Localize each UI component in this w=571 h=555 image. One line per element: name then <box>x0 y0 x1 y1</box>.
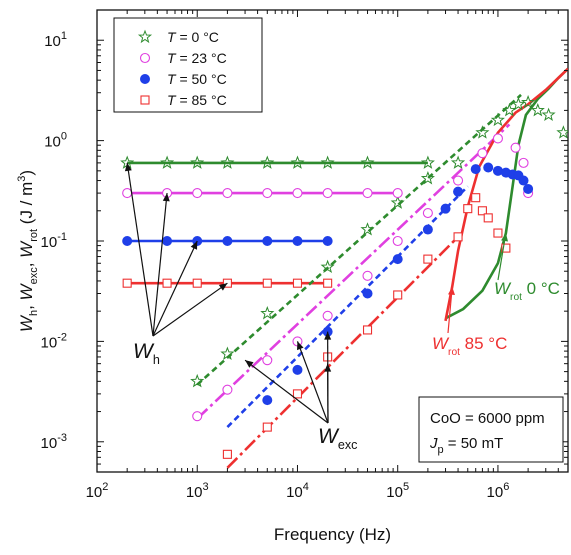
x-tick-label: 103 <box>186 481 209 501</box>
data-point-series-3 <box>424 255 432 263</box>
annotation-arrow <box>127 163 153 336</box>
data-point-series-3 <box>293 390 301 398</box>
data-point-series-3 <box>223 450 231 458</box>
data-point-series-1 <box>393 237 402 246</box>
legend-marker <box>141 96 149 104</box>
legend-entry-label: T = 23 °C <box>167 50 227 66</box>
annotation-label: Wrot 85 °C <box>432 334 507 358</box>
data-point-series-2 <box>484 163 493 172</box>
data-point-series-2 <box>519 176 528 185</box>
data-point-series-1 <box>393 189 402 198</box>
y-tick-label: 10-3 <box>41 432 67 452</box>
legend-entry-label: T = 50 °C <box>167 71 227 87</box>
x-axis-title: Frequency (Hz) <box>274 525 391 544</box>
data-point-series-1 <box>263 189 272 198</box>
data-point-series-2 <box>163 237 172 246</box>
y-tick-label: 10-2 <box>41 331 67 351</box>
data-point-series-1 <box>263 356 272 365</box>
data-point-series-2 <box>471 165 480 174</box>
data-point-series-2 <box>363 289 372 298</box>
data-point-series-0 <box>392 197 403 208</box>
annotation-arrow <box>153 283 227 336</box>
data-point-series-2 <box>293 237 302 246</box>
x-tick-label: 102 <box>86 481 109 501</box>
x-tick-label: 105 <box>386 481 409 501</box>
data-point-series-2 <box>263 237 272 246</box>
annotation-arrow <box>153 193 167 336</box>
data-point-series-1 <box>493 134 502 143</box>
data-point-series-1 <box>519 158 528 167</box>
data-point-series-3 <box>263 279 271 287</box>
data-point-series-1 <box>363 189 372 198</box>
fit-line-w-exc <box>197 124 509 418</box>
data-point-series-3 <box>464 205 472 213</box>
data-point-series-3 <box>293 279 301 287</box>
data-point-series-3 <box>263 423 271 431</box>
annotation-label: Wrot 0 °C <box>494 279 560 303</box>
data-point-series-2 <box>223 237 232 246</box>
data-point-series-3 <box>484 214 492 222</box>
data-point-series-0 <box>543 109 554 120</box>
data-point-series-1 <box>123 189 132 198</box>
fit-line-w-exc <box>227 186 467 427</box>
legend: T = 0 °C T = 23 °C T = 50 °C T = 85 °C <box>114 18 262 112</box>
data-point-series-1 <box>363 271 372 280</box>
data-point-series-2 <box>293 365 302 374</box>
data-point-series-1 <box>454 176 463 185</box>
y-tick-label: 10-1 <box>41 231 67 251</box>
data-point-series-2 <box>524 184 533 193</box>
data-point-series-0 <box>422 157 433 168</box>
data-point-series-1 <box>223 189 232 198</box>
annotation-label: Wh <box>133 340 160 367</box>
data-point-series-3 <box>494 229 502 237</box>
data-point-series-1 <box>511 143 520 152</box>
y-axis-title: Wh​, Wexc​, Wrot​ (J / m3​) <box>16 170 40 332</box>
legend-entry-label: T = 0 °C <box>167 29 219 45</box>
data-point-series-3 <box>394 291 402 299</box>
data-point-series-2 <box>323 237 332 246</box>
y-tick-label: 100 <box>44 131 67 151</box>
y-tick-label: 101 <box>44 30 67 50</box>
data-point-series-0 <box>362 224 373 235</box>
data-point-series-1 <box>423 209 432 218</box>
annotation-label: Wexc <box>318 425 357 452</box>
data-point-series-1 <box>193 189 202 198</box>
data-point-series-1 <box>478 149 487 158</box>
x-tick-label: 106 <box>487 481 510 501</box>
data-point-series-3 <box>472 194 480 202</box>
data-point-series-1 <box>223 385 232 394</box>
data-point-series-3 <box>324 279 332 287</box>
data-point-series-2 <box>263 396 272 405</box>
data-point-series-3 <box>193 279 201 287</box>
data-point-series-0 <box>452 157 464 168</box>
data-point-series-3 <box>364 326 372 334</box>
legend-marker <box>141 75 150 84</box>
data-point-series-2 <box>393 255 402 264</box>
data-point-series-2 <box>454 187 463 196</box>
data-point-series-2 <box>441 204 450 213</box>
legend-entry-label: T = 85 °C <box>167 92 227 108</box>
x-tick-label: 104 <box>286 481 309 501</box>
data-point-series-3 <box>123 279 131 287</box>
data-point-series-3 <box>454 233 462 241</box>
annotation-arrow <box>153 241 197 336</box>
annotation-wrot0: Wrot 0 °C <box>494 233 560 303</box>
data-point-series-3 <box>163 279 171 287</box>
data-point-series-1 <box>193 412 202 421</box>
data-point-series-1 <box>293 189 302 198</box>
data-point-series-2 <box>123 237 132 246</box>
data-point-series-2 <box>423 225 432 234</box>
legend-marker <box>141 54 150 63</box>
info-line-1: CoO = 6000 ppm <box>430 410 545 427</box>
data-point-series-1 <box>323 189 332 198</box>
data-point-series-1 <box>323 311 332 320</box>
